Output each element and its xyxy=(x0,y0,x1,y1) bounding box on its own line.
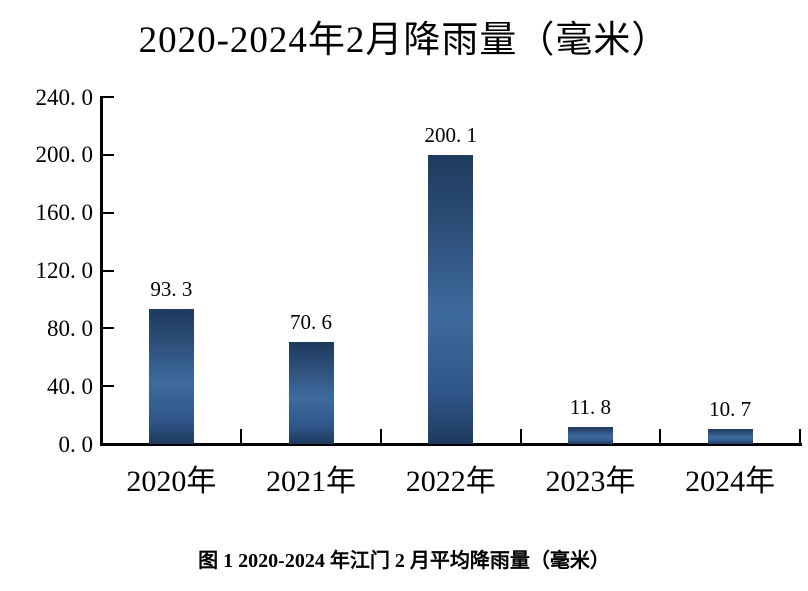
y-axis-tick xyxy=(103,96,114,98)
y-tick-label: 80. 0 xyxy=(47,315,93,341)
bar-2023年 xyxy=(567,426,613,444)
x-axis-tick xyxy=(659,429,662,444)
bar-2021年 xyxy=(288,341,334,444)
y-axis-tick xyxy=(103,211,114,214)
x-axis-line xyxy=(100,443,802,446)
y-tick-label: 160. 0 xyxy=(35,200,94,226)
y-axis-tick xyxy=(103,327,114,330)
x-category-label: 2022年 xyxy=(405,465,496,498)
bar-value-label: 10. 7 xyxy=(709,396,752,421)
y-tick-label: 120. 0 xyxy=(35,258,94,283)
figure-caption: 图 1 2020-2024 年江门 2 月平均降雨量（毫米） xyxy=(198,550,610,572)
bar-value-label: 11. 8 xyxy=(569,394,612,419)
bar-2022年 xyxy=(428,154,474,444)
x-axis-tick xyxy=(379,429,382,444)
x-category-label: 2024年 xyxy=(685,465,776,498)
y-axis-line xyxy=(100,96,103,446)
y-tick-label: 200. 0 xyxy=(35,142,94,168)
bar-2020年 xyxy=(148,309,194,444)
x-axis-tick xyxy=(799,429,801,444)
x-category-label: 2021年 xyxy=(266,465,357,498)
y-tick-label: 40. 0 xyxy=(47,373,93,399)
x-category-label: 2020年 xyxy=(126,465,217,498)
y-axis-tick xyxy=(103,385,114,388)
bar-value-label: 200. 1 xyxy=(424,122,478,147)
bar-value-label: 70. 6 xyxy=(290,309,333,334)
y-tick-label: 240. 0 xyxy=(35,84,94,110)
bar-2024年 xyxy=(707,428,753,444)
x-axis-tick xyxy=(519,429,522,444)
y-axis-tick xyxy=(103,269,114,272)
bar-value-label: 93. 3 xyxy=(150,277,193,302)
chart-title: 2020-2024年2月降雨量（毫米） xyxy=(138,20,670,61)
y-tick-label: 0. 0 xyxy=(58,431,94,457)
x-category-label: 2023年 xyxy=(545,465,636,498)
x-axis-tick xyxy=(240,429,243,444)
y-axis-tick xyxy=(103,153,114,156)
